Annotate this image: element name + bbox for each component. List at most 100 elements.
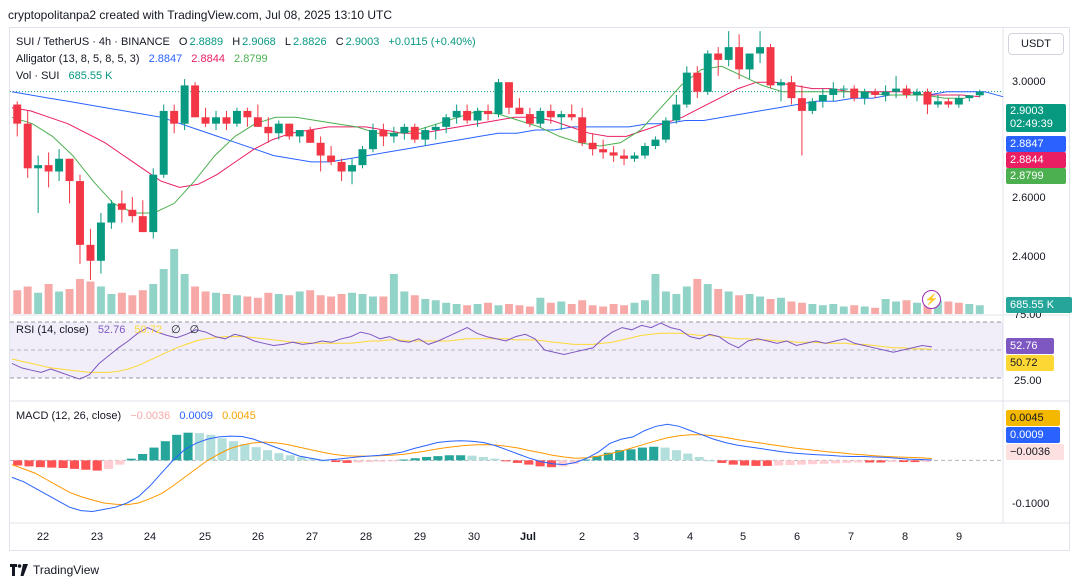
volume-bar [44, 284, 53, 314]
candle-body [23, 123, 32, 169]
symbol-label[interactable]: SUI / TetherUS · 4h · BINANCE [16, 36, 170, 48]
alligator-legend[interactable]: Alligator (13, 8, 5, 8, 5, 3) 2.8847 2.8… [16, 53, 270, 65]
macd-histogram-bar [921, 460, 931, 462]
candle-body [285, 123, 294, 137]
macd-histogram-bar [649, 446, 659, 461]
volume-legend[interactable]: Vol · SUI 685.55 K [16, 70, 115, 82]
x-tick-label: 30 [467, 531, 481, 543]
macd-histogram-bar [342, 460, 352, 463]
candle-body [682, 72, 691, 105]
volume-bar [327, 296, 336, 314]
candle-body [232, 110, 241, 124]
currency-button[interactable]: USDT [1008, 33, 1064, 55]
volume-bar [892, 301, 901, 314]
macd-histogram-bar [558, 460, 568, 467]
candle-body [546, 110, 555, 118]
volume-bar [902, 300, 911, 314]
low-label: L [284, 36, 291, 48]
candle-body [661, 120, 670, 140]
candle-body [578, 117, 587, 143]
candle-body [818, 94, 827, 102]
rsi-tick-label: 25.00 [1014, 375, 1042, 387]
candle-body [881, 91, 890, 95]
volume-bar [285, 295, 294, 314]
volume-bar [525, 306, 534, 314]
x-tick-label: 8 [901, 531, 909, 543]
candle-body [107, 203, 116, 223]
volume-bar [609, 304, 618, 314]
macd-legend[interactable]: MACD (12, 26, close) −0.0036 0.0009 0.00… [16, 410, 258, 422]
macd-histogram-bar [376, 460, 386, 462]
macd-histogram-bar [887, 460, 897, 463]
macd-histogram-bar [240, 444, 250, 461]
candle-body [913, 91, 921, 95]
volume-bar [463, 305, 472, 314]
macd-signal-tag: 0.0045 [1006, 410, 1060, 426]
candle-body [138, 216, 147, 233]
macd-histogram-bar [183, 432, 193, 461]
macd-histogram-bar [308, 458, 318, 461]
macd-histogram-bar [830, 460, 840, 464]
x-tick-label: 29 [413, 531, 427, 543]
close-value: 2.9003 [345, 36, 380, 48]
macd-histogram-bar [69, 460, 80, 469]
candle-body [159, 110, 168, 175]
volume-bar [201, 291, 210, 314]
candle-body [368, 130, 377, 150]
volume-bar [253, 297, 262, 314]
volume-bar [138, 290, 147, 314]
header-attribution: cryptopolitanpa2 created with TradingVie… [8, 8, 392, 22]
macd-histogram-bar [671, 450, 681, 461]
macd-histogram-bar [160, 441, 170, 461]
macd-histogram-bar [206, 434, 216, 461]
macd-histogram-bar [24, 460, 34, 467]
candle-body [337, 161, 346, 172]
last-price-tag: 2.9003 02:49:39 [1006, 104, 1066, 132]
candle-body [839, 88, 848, 90]
y-tick-label: 3.0000 [1012, 76, 1046, 88]
macd-histogram-bar [285, 455, 295, 461]
candle-body [494, 82, 503, 115]
volume-bar [818, 305, 827, 314]
candle-body [243, 110, 252, 118]
macd-histogram-bar [796, 460, 806, 465]
macd-tick-label: -0.1000 [1012, 498, 1050, 510]
candle-body [274, 123, 283, 134]
macd-histogram-bar [149, 447, 159, 461]
macd-histogram-bar [853, 460, 863, 463]
macd-histogram-bar [603, 452, 613, 461]
high-value: 2.9068 [242, 36, 276, 48]
x-tick-label: 2 [578, 531, 586, 543]
close-label: C [335, 36, 344, 48]
volume-bar [588, 305, 597, 314]
candle-body [902, 88, 911, 95]
macd-histogram-bar [467, 455, 477, 461]
macd-histogram-bar [263, 450, 273, 461]
volume-bar [682, 286, 691, 314]
volume-bar [431, 300, 440, 314]
candle-body [787, 82, 796, 99]
candle-body [253, 117, 262, 127]
volume-bar [536, 297, 545, 314]
candle-body [965, 95, 974, 99]
macd-label: MACD (12, 26, close) [16, 410, 122, 422]
candle-body [954, 98, 963, 105]
volume-bar [620, 305, 629, 314]
candle-body [316, 142, 325, 156]
macd-histogram-bar [399, 459, 409, 461]
candle-body [944, 101, 953, 105]
high-label: H [232, 36, 241, 48]
volume-bar [306, 290, 315, 314]
candle-body [766, 47, 775, 86]
macd-histogram-bar [297, 456, 307, 461]
macd-histogram-bar [740, 460, 750, 466]
tradingview-logo-icon [10, 564, 28, 576]
candle-body [400, 126, 409, 134]
rsi-legend[interactable]: RSI (14, close) 52.76 50.72 ∅ ∅ [16, 323, 201, 336]
volume-bar [222, 294, 231, 314]
macd-signal-line [11, 434, 933, 506]
volume-bar [557, 301, 566, 314]
lightning-icon[interactable]: ⚡ [922, 290, 941, 309]
candle-body [180, 85, 189, 124]
